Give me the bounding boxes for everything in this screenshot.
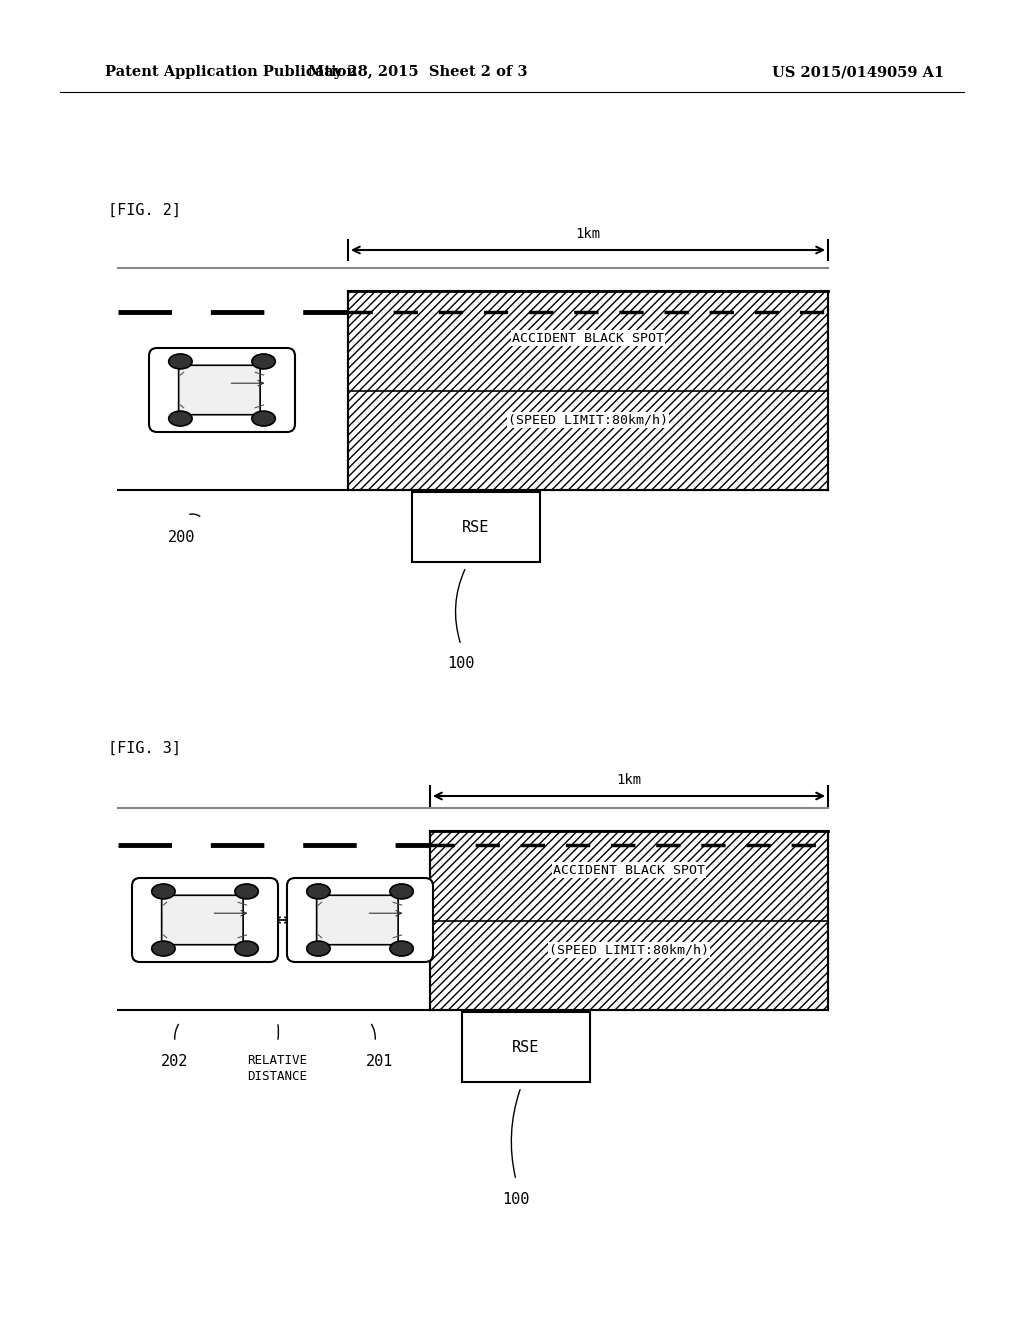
- Bar: [462, 1012, 590, 1082]
- Ellipse shape: [152, 884, 175, 899]
- Ellipse shape: [390, 941, 414, 956]
- Text: RSE: RSE: [462, 520, 489, 535]
- Text: May 28, 2015  Sheet 2 of 3: May 28, 2015 Sheet 2 of 3: [308, 65, 527, 79]
- Text: [FIG. 3]: [FIG. 3]: [108, 741, 181, 755]
- Ellipse shape: [169, 354, 193, 368]
- FancyBboxPatch shape: [316, 895, 398, 945]
- Text: Patent Application Publication: Patent Application Publication: [105, 65, 357, 79]
- Ellipse shape: [307, 941, 330, 956]
- Ellipse shape: [252, 354, 275, 368]
- Ellipse shape: [252, 411, 275, 426]
- Text: 1km: 1km: [616, 774, 642, 787]
- Text: 200: 200: [168, 531, 196, 545]
- Text: 100: 100: [447, 656, 475, 672]
- FancyBboxPatch shape: [162, 895, 243, 945]
- Text: 1km: 1km: [575, 227, 600, 242]
- Text: 202: 202: [162, 1055, 188, 1069]
- Text: US 2015/0149059 A1: US 2015/0149059 A1: [772, 65, 944, 79]
- Bar: [430, 832, 828, 1010]
- FancyBboxPatch shape: [287, 878, 433, 962]
- FancyBboxPatch shape: [132, 878, 278, 962]
- Bar: [412, 492, 540, 562]
- Text: 100: 100: [503, 1192, 529, 1206]
- Text: (SPEED LIMIT:80km/h): (SPEED LIMIT:80km/h): [508, 413, 668, 426]
- FancyBboxPatch shape: [150, 348, 295, 432]
- Text: DISTANCE: DISTANCE: [248, 1071, 307, 1084]
- Text: (SPEED LIMIT:80km/h): (SPEED LIMIT:80km/h): [549, 944, 709, 957]
- Text: [FIG. 2]: [FIG. 2]: [108, 202, 181, 218]
- Bar: [348, 290, 828, 490]
- Ellipse shape: [152, 941, 175, 956]
- Text: 201: 201: [367, 1055, 393, 1069]
- Text: ACCIDENT BLACK SPOT: ACCIDENT BLACK SPOT: [512, 331, 664, 345]
- Text: RSE: RSE: [512, 1040, 540, 1055]
- Ellipse shape: [390, 884, 414, 899]
- Text: RELATIVE: RELATIVE: [248, 1053, 307, 1067]
- Ellipse shape: [234, 884, 258, 899]
- Text: ACCIDENT BLACK SPOT: ACCIDENT BLACK SPOT: [553, 863, 705, 876]
- Ellipse shape: [234, 941, 258, 956]
- Ellipse shape: [307, 884, 330, 899]
- Ellipse shape: [169, 411, 193, 426]
- FancyBboxPatch shape: [178, 366, 260, 414]
